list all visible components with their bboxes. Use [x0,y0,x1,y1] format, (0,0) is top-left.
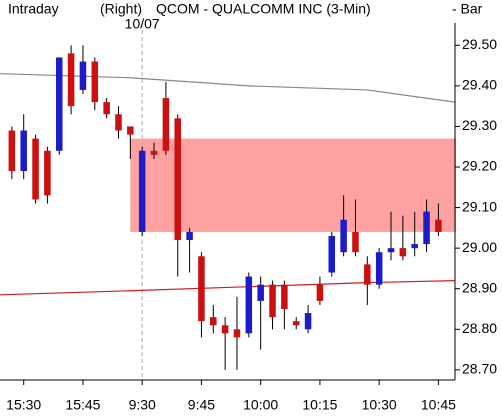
y-tick-label: 29.00 [462,239,497,255]
candle-body [435,219,442,232]
candle-body [340,219,347,253]
x-tick-label: 10:15 [302,397,337,413]
candle-body [8,130,16,172]
x-tick-label: 9:30 [129,397,156,413]
candle-body [281,284,288,310]
candle-body [186,231,193,241]
session-label: 10/07 [125,16,160,32]
candle-body [411,244,418,249]
candle-body [387,248,395,253]
candle-body [399,248,407,257]
candle-body [304,313,312,330]
candle-body [292,321,300,326]
y-tick-label: 29.20 [462,158,497,174]
x-tick-label: 15:30 [6,397,41,413]
candle-body [257,284,264,301]
candle-body [269,284,276,318]
candle-body [150,150,158,155]
candle-body [174,118,181,241]
y-tick-label: 28.90 [462,279,497,295]
candle-body [221,325,229,334]
candle-body [316,284,324,301]
candle-body [364,264,371,285]
moving-average [0,280,456,296]
x-tick-label: 10:45 [421,397,456,413]
candle-body [233,329,241,338]
x-tick-label: 9:45 [188,397,215,413]
candle-body [210,317,217,326]
candle-body [198,256,205,322]
candle-body [352,231,359,253]
candle-body [328,235,336,273]
y-tick-label: 29.40 [462,77,497,93]
header-text: - Bar [452,1,483,17]
x-tick-label: 15:45 [65,397,100,413]
y-tick-label: 28.70 [462,361,497,377]
x-tick-label: 10:00 [243,397,278,413]
candle-body [245,276,253,334]
candle-body [127,126,134,135]
x-tick-label: 10:30 [362,397,397,413]
candle-body [20,130,27,172]
zone [130,138,456,232]
header-text: Intraday [8,1,59,17]
candle-body [67,53,75,107]
chart-title: QCOM - QUALCOMM INC (3-Min) [156,1,371,17]
y-tick-label: 29.50 [462,36,497,52]
y-tick-label: 29.10 [462,198,497,214]
y-tick-label: 28.80 [462,320,497,336]
moving-average [0,73,456,103]
candle-body [44,150,51,196]
candle-body [138,150,146,232]
candle-body [91,61,99,103]
candle-body [375,252,383,285]
header-text: (Right) [100,1,142,17]
y-tick-label: 29.30 [462,117,497,133]
candle-body [79,61,87,90]
candle-body [55,57,63,151]
candle-body [32,138,39,200]
candle-body [103,102,110,115]
candle-body [162,98,170,151]
candle-body [115,114,122,131]
candle-body [423,211,430,245]
